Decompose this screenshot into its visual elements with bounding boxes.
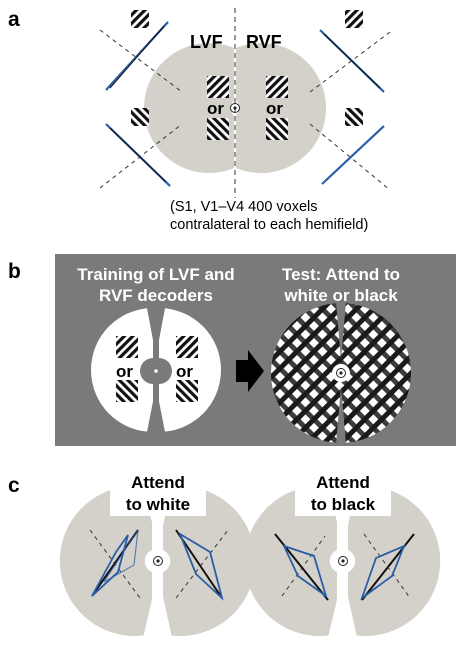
test-fixation-ring (336, 368, 346, 378)
attend-black-label-line1: Attend (316, 473, 370, 492)
attend-black-diagram: Attend to black (244, 470, 441, 642)
attend-black-right-hemifield (348, 486, 441, 636)
right-grating-bottom (266, 118, 288, 140)
arrow-icon (236, 350, 264, 392)
attend-black-label-bg (295, 470, 391, 516)
left-decoder-schematic (99, 10, 183, 189)
left-hemifield-disk (144, 43, 234, 174)
training-right-grating-bottom (176, 380, 198, 402)
or-right-a: or (266, 99, 283, 118)
attend-white-label-bg (110, 470, 206, 516)
training-top-gap (146, 303, 166, 356)
panel-b-letter: b (8, 260, 21, 283)
training-fixation (154, 369, 158, 373)
attend-black-label-line2: to black (311, 495, 376, 514)
panel-a-caption-line2: contralateral to each hemifield) (170, 217, 368, 233)
training-left-grating-top (116, 336, 138, 358)
panel-c-letter: c (8, 474, 20, 497)
attend-white-label-line2: to white (126, 495, 190, 514)
panel-a-caption-line1: (S1, V1–V4 400 voxels (170, 199, 318, 215)
test-label-line1: Test: Attend to (282, 265, 400, 284)
or-left-a: or (207, 99, 224, 118)
test-top-gap (336, 302, 346, 360)
right-bottom-grating-icon (345, 108, 363, 126)
left-bottom-grating-icon (131, 108, 149, 126)
test-bottom-gap (336, 386, 346, 444)
panel-b: b Training of LVF and RVF decoders Test:… (8, 254, 456, 446)
attend-white-label-line1: Attend (131, 473, 185, 492)
or-right-b: or (176, 362, 193, 381)
rvf-label: RVF (246, 32, 282, 52)
right-hemifield-disk (236, 42, 326, 174)
fixation-point (230, 103, 240, 113)
training-right-hemifield (159, 308, 221, 432)
right-decoder-schematic (309, 10, 391, 191)
training-bottom-gap (146, 386, 166, 437)
left-grating-top (207, 76, 229, 98)
left-top-grating-icon (131, 10, 149, 28)
test-fixation-dot (339, 371, 343, 375)
test-label-line2: white or black (283, 286, 398, 305)
panel-a: a LVF RVF or or (8, 8, 391, 233)
attend-white-diagram: Attend to white (59, 470, 256, 642)
training-right-grating-top (176, 336, 198, 358)
right-top-grating-icon (345, 10, 363, 28)
attend-white-left-hemifield (59, 486, 152, 636)
fixation-dot (233, 106, 237, 110)
training-label-line1: Training of LVF and (77, 265, 234, 284)
panel-a-letter: a (8, 8, 20, 31)
attend-white-right-hemifield (163, 486, 256, 636)
or-left-b: or (116, 362, 133, 381)
training-label-line2: RVF decoders (99, 286, 213, 305)
training-left-grating-bottom (116, 380, 138, 402)
left-grating-bottom (207, 118, 229, 140)
right-grating-top (266, 76, 288, 98)
lvf-label: LVF (190, 32, 223, 52)
panel-c: c Attend to white (8, 470, 441, 642)
